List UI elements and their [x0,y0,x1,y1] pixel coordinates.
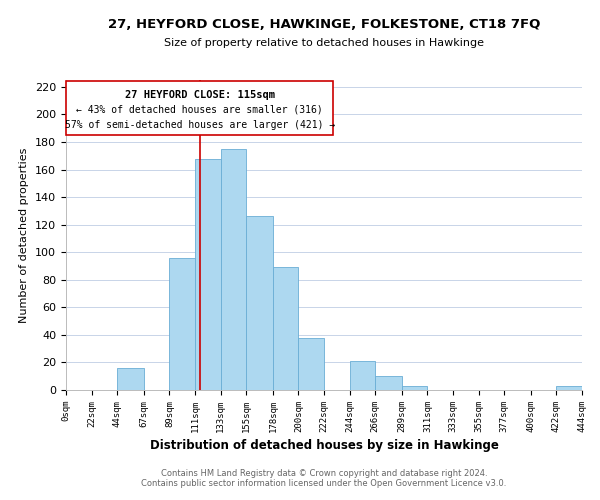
Bar [402,386,427,390]
Text: Size of property relative to detached houses in Hawkinge: Size of property relative to detached ho… [164,38,484,48]
Bar [169,258,195,390]
X-axis label: Distribution of detached houses by size in Hawkinge: Distribution of detached houses by size … [149,439,499,452]
Text: 27, HEYFORD CLOSE, HAWKINGE, FOLKESTONE, CT18 7FQ: 27, HEYFORD CLOSE, HAWKINGE, FOLKESTONE,… [108,18,540,30]
Bar [117,368,144,390]
Text: Contains HM Land Registry data © Crown copyright and database right 2024.: Contains HM Land Registry data © Crown c… [161,468,487,477]
Text: 57% of semi-detached houses are larger (421) →: 57% of semi-detached houses are larger (… [65,120,335,130]
Y-axis label: Number of detached properties: Number of detached properties [19,148,29,322]
Bar [195,158,221,390]
Bar [556,386,582,390]
Text: Contains public sector information licensed under the Open Government Licence v3: Contains public sector information licen… [142,478,506,488]
Bar [246,216,273,390]
Bar [221,149,246,390]
Bar [350,361,375,390]
Text: ← 43% of detached houses are smaller (316): ← 43% of detached houses are smaller (31… [76,105,323,115]
Text: 27 HEYFORD CLOSE: 115sqm: 27 HEYFORD CLOSE: 115sqm [125,90,275,100]
Bar [273,268,298,390]
FancyBboxPatch shape [66,82,333,135]
Bar [375,376,402,390]
Bar [298,338,324,390]
